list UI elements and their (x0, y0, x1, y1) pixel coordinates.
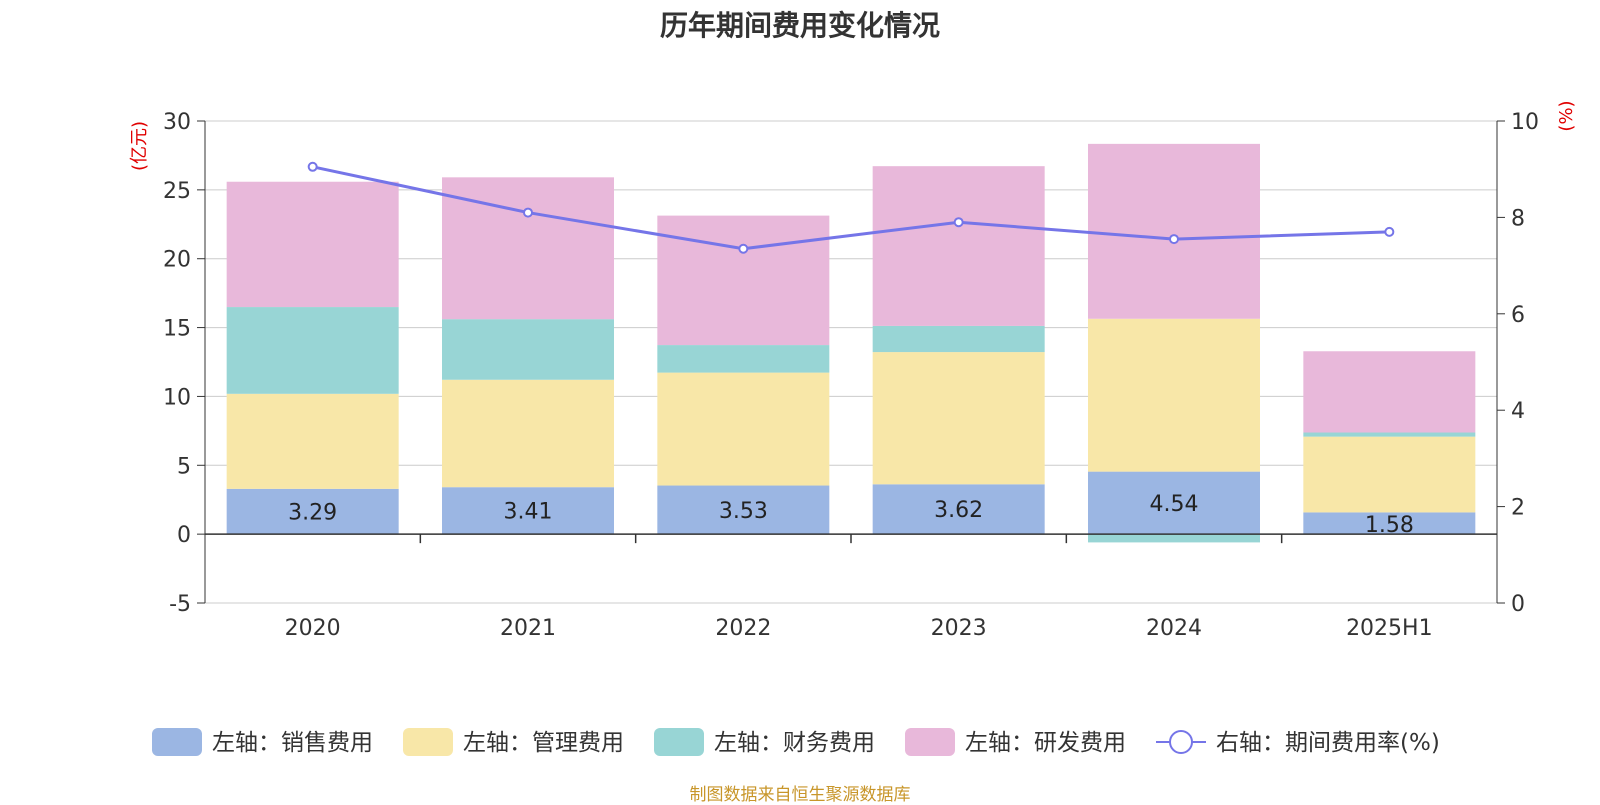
bar-segment (442, 319, 614, 380)
rate-point (523, 207, 533, 218)
legend-label: 左轴：销售费用 (212, 730, 373, 756)
bar-segment (226, 393, 399, 489)
right-axis-tick-label: 10 (1511, 110, 1539, 135)
legend-swatch (152, 728, 202, 756)
legend-label: 左轴：财务费用 (714, 730, 875, 756)
left-axis-tick-label: -5 (169, 592, 191, 617)
right-axis-tick-label: 4 (1511, 399, 1525, 424)
legend-swatch (403, 728, 453, 756)
bar-segment (226, 181, 399, 308)
bar-segment (1303, 512, 1476, 535)
bar-segment (226, 307, 399, 394)
source-note: 制图数据来自恒生聚源数据库 (689, 785, 911, 805)
bar-segment (657, 485, 830, 535)
right-axis-tick-label: 8 (1511, 206, 1525, 231)
rate-point (1169, 234, 1179, 245)
rate-point (1384, 226, 1395, 237)
x-axis-tick-label: 2021 (500, 616, 556, 641)
data-label: 3.53 (719, 499, 768, 524)
x-axis-tick-label: 2023 (931, 616, 987, 641)
left-axis-tick-label: 10 (163, 385, 191, 410)
bar-segment (1303, 351, 1476, 433)
bar-segment (872, 325, 1045, 353)
left-axis-tick-label: 15 (163, 317, 191, 342)
bar-segment (657, 345, 830, 373)
right-axis-tick-label: 0 (1511, 592, 1525, 617)
legend-label: 左轴：研发费用 (965, 730, 1126, 756)
right-axis-tick-label: 2 (1511, 496, 1525, 521)
left-axis-tick-label: 5 (177, 454, 191, 479)
data-label: 3.62 (934, 498, 983, 523)
left-axis-tick-label: 25 (163, 179, 191, 204)
left-axis-tick-label: 20 (163, 248, 191, 273)
x-axis-tick-label: 2022 (715, 616, 771, 641)
bar-segment (226, 488, 399, 535)
bar-segment (872, 352, 1045, 485)
bar-segment (1088, 471, 1260, 535)
data-label: 3.41 (504, 500, 553, 525)
rate-point (738, 243, 749, 254)
left-axis-tick-label: 30 (163, 110, 191, 135)
legend-label: 左轴：管理费用 (463, 730, 624, 756)
data-label: 4.54 (1150, 492, 1199, 517)
legend-label: 右轴：期间费用率(%) (1216, 730, 1440, 756)
x-axis-tick-label: 2024 (1146, 616, 1202, 641)
bar-segment (1088, 143, 1260, 319)
rate-line (312, 165, 1390, 251)
chart-title: 历年期间费用变化情况 (659, 9, 940, 42)
legend-swatch (654, 728, 704, 756)
bar-segment (1303, 436, 1476, 513)
data-label: 3.29 (288, 500, 337, 525)
bar-segment (442, 487, 614, 535)
bar-segment (1088, 534, 1260, 543)
x-axis-tick-label: 2025H1 (1346, 616, 1433, 641)
legend-marker (1169, 730, 1193, 754)
bar-segment (872, 166, 1045, 326)
bar-segment (657, 372, 830, 486)
rate-point (953, 217, 964, 228)
x-axis-tick-label: 2020 (285, 616, 341, 641)
bar-segment (872, 484, 1045, 535)
right-axis-unit: (%) (1556, 100, 1577, 131)
right-axis-tick-label: 6 (1511, 303, 1525, 328)
rate-point (307, 161, 318, 172)
data-label: 1.58 (1365, 513, 1414, 538)
bar-segment (1303, 432, 1476, 437)
bar-segment (657, 215, 830, 346)
bar-segment (442, 379, 614, 488)
left-axis-unit: (亿元) (129, 121, 150, 171)
bar-segment (1088, 318, 1260, 472)
legend-swatch (905, 728, 955, 756)
left-axis-tick-label: 0 (177, 523, 191, 548)
